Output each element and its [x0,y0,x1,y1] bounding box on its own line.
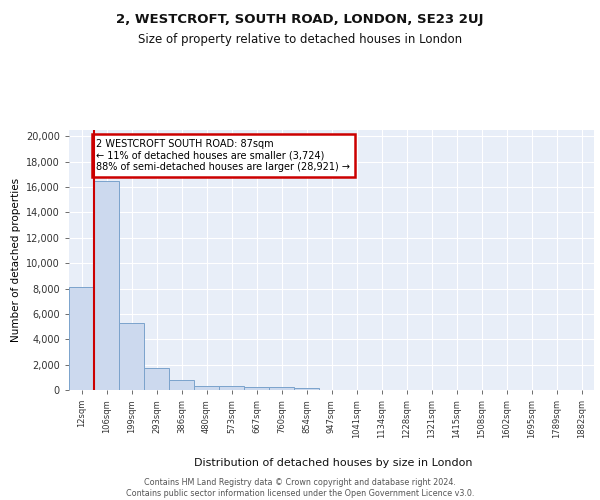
Text: 2, WESTCROFT, SOUTH ROAD, LONDON, SE23 2UJ: 2, WESTCROFT, SOUTH ROAD, LONDON, SE23 2… [116,12,484,26]
Bar [169,380,194,390]
Bar [269,388,294,390]
Bar [194,386,219,390]
Bar [244,387,269,390]
Text: Distribution of detached houses by size in London: Distribution of detached houses by size … [194,458,472,468]
Bar [144,368,169,390]
Bar [119,324,144,390]
Text: Contains HM Land Registry data © Crown copyright and database right 2024.
Contai: Contains HM Land Registry data © Crown c… [126,478,474,498]
Text: Size of property relative to detached houses in London: Size of property relative to detached ho… [138,32,462,46]
Text: 2 WESTCROFT SOUTH ROAD: 87sqm
← 11% of detached houses are smaller (3,724)
88% o: 2 WESTCROFT SOUTH ROAD: 87sqm ← 11% of d… [97,139,350,172]
Bar [69,288,94,390]
Y-axis label: Number of detached properties: Number of detached properties [11,178,20,342]
Bar [94,180,119,390]
Bar [219,386,244,390]
Bar [294,388,319,390]
